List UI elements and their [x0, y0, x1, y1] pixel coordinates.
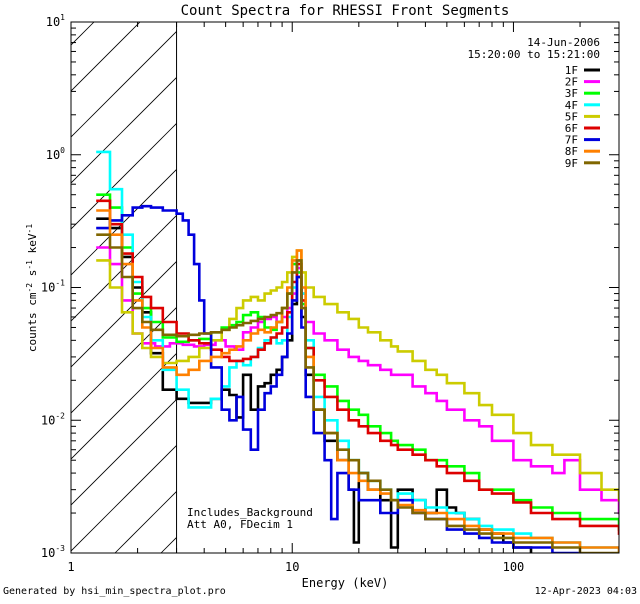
legend-label-3f: 3F	[565, 87, 578, 100]
x-tick-label-100: 100	[503, 560, 525, 574]
hatch-line	[71, 398, 177, 506]
y-tick-label: 10-2	[41, 411, 65, 427]
legend-label-2f: 2F	[565, 76, 578, 89]
y-tick-base: 10	[41, 413, 55, 427]
series-8f-line	[96, 209, 619, 553]
annotation-background: Includes_Background	[187, 506, 313, 519]
y-tick-exponent: 0	[60, 146, 65, 155]
y-label-exp1: -2	[25, 283, 34, 293]
y-label-counts: counts cm	[26, 292, 39, 352]
y-label-exp2: -1	[25, 260, 34, 270]
hatch-line	[71, 30, 177, 138]
legend-label-5f: 5F	[565, 110, 578, 123]
footer-generated-by: Generated by hsi_min_spectra_plot.pro	[3, 586, 226, 597]
legend-label-4f: 4F	[565, 99, 578, 112]
hatch-line	[71, 444, 177, 552]
y-tick-exponent: -1	[55, 279, 65, 288]
legend-label-7f: 7F	[565, 134, 578, 147]
y-tick-label: 10-1	[41, 279, 65, 295]
y-axis-label: counts cm-2 s-1 keV-1	[25, 224, 39, 352]
hatch-line	[621, 22, 640, 553]
hatch-line	[71, 214, 177, 322]
y-label-kev: keV	[26, 233, 39, 260]
y-tick-label: 101	[46, 13, 65, 29]
chart-title: Count Spectra for RHESSI Front Segments	[181, 3, 510, 19]
y-tick-base: 10	[41, 546, 55, 560]
x-tick-label-1: 1	[67, 560, 74, 574]
y-tick-base: 10	[46, 15, 60, 29]
y-label-exp3: -1	[25, 224, 34, 234]
y-tick-label: 100	[46, 146, 65, 162]
date-label: 14-Jun-2006	[527, 36, 600, 49]
annotation-attenuator: Att A0, FDecim 1	[187, 518, 293, 531]
hatch-line	[71, 306, 177, 414]
y-tick-base: 10	[46, 148, 60, 162]
legend-label-1f: 1F	[565, 64, 578, 77]
y-tick-exponent: -2	[55, 411, 65, 420]
y-label-s: s	[26, 270, 39, 283]
y-tick-label: 10-3	[41, 544, 65, 560]
hatched-region	[0, 22, 640, 553]
series-9f-line	[96, 233, 619, 553]
x-tick-label-10: 10	[285, 560, 299, 574]
time-range-label: 15:20:00 to 15:21:00	[468, 48, 600, 61]
x-axis-label: Energy (keV)	[302, 576, 389, 590]
y-tick-exponent: 1	[60, 13, 65, 22]
legend-label-6f: 6F	[565, 122, 578, 135]
footer-timestamp: 12-Apr-2023 04:03	[535, 586, 637, 597]
y-tick-exponent: -3	[55, 544, 65, 553]
hatch-line	[71, 260, 177, 368]
series-layer	[96, 150, 619, 553]
hatch-line	[71, 76, 177, 184]
y-tick-base: 10	[41, 281, 55, 295]
legend-label-9f: 9F	[565, 157, 578, 170]
legend-label-8f: 8F	[565, 145, 578, 158]
hatch-line	[0, 22, 2, 553]
